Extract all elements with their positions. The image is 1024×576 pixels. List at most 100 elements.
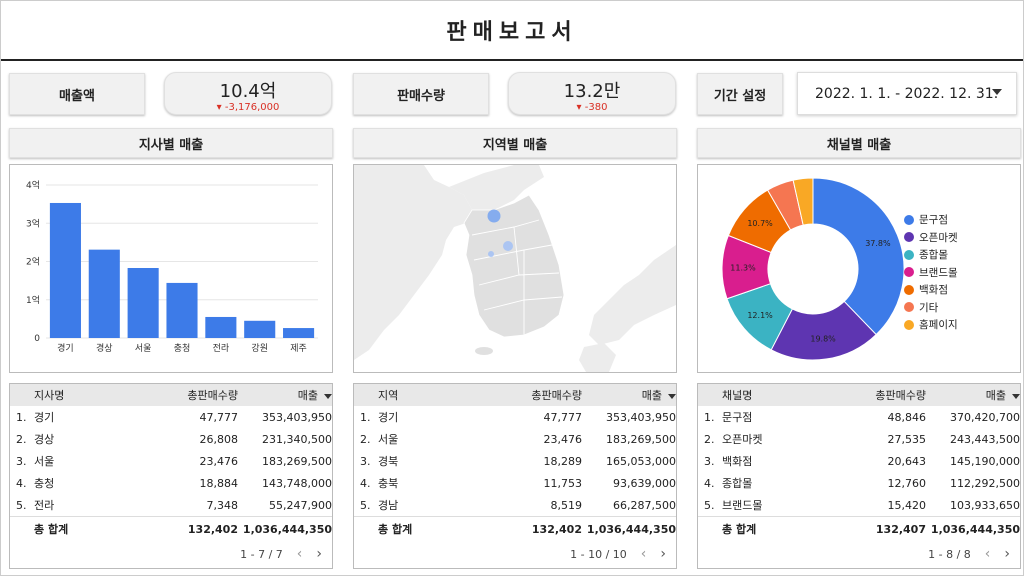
bar-전라[interactable] <box>205 316 237 338</box>
row-name: 경남 <box>378 499 399 512</box>
row-sales: 66,287,500 <box>613 498 676 512</box>
table-row[interactable]: 1. 경기 47,777 353,403,950 <box>10 406 332 428</box>
table-total-row: 총 합계 132,407 1,036,444,350 <box>698 516 1020 541</box>
legend-item[interactable]: 백화점 <box>904 281 958 299</box>
table-row[interactable]: 5. 브랜드몰 15,420 103,933,650 <box>698 494 1020 516</box>
row-sales: 55,247,900 <box>269 498 332 512</box>
header-name[interactable]: 채널명 <box>722 389 753 402</box>
branch-bar-chart-panel: 0 1억 2억 3억 4억 경기 경상 서울 충청 전라 강원 제주 <box>9 164 333 373</box>
table-row[interactable]: 5. 전라 7,348 55,247,900 <box>10 494 332 516</box>
row-sales: 93,639,000 <box>613 476 676 490</box>
table-row[interactable]: 5. 경남 8,519 66,287,500 <box>354 494 676 516</box>
prev-page-icon[interactable]: ‹ <box>640 546 647 562</box>
row-sales: 165,053,000 <box>606 454 676 468</box>
pager-range: 1 - 10 / 10 <box>570 547 627 561</box>
header-sales[interactable]: 매출 <box>582 387 676 403</box>
row-name: 브랜드몰 <box>722 499 763 512</box>
bar-제주[interactable] <box>283 328 315 338</box>
table-row[interactable]: 2. 오픈마켓 27,535 243,443,500 <box>698 428 1020 450</box>
table-body: 1. 경기 47,777 353,403,950 2. 경상 26,808 231,340,5… <box>10 406 332 516</box>
header-name[interactable]: 지역 <box>378 389 399 402</box>
total-sales: 1,036,444,350 <box>242 522 332 536</box>
legend-label: 문구점 <box>919 214 948 227</box>
legend-label: 브랜드몰 <box>919 266 958 279</box>
slice-data-label: 12.1% <box>747 311 773 320</box>
table-row[interactable]: 1. 경기 47,777 353,403,950 <box>354 406 676 428</box>
row-quantity: 18,884 <box>199 476 239 490</box>
sales-scorecard: 10.4억 ▾ -3,176,000 <box>164 72 332 115</box>
y-tick-label: 4억 <box>26 179 40 191</box>
dropdown-arrow-icon <box>992 89 1002 95</box>
legend-item[interactable]: 오픈마켓 <box>904 229 958 247</box>
total-sales: 1,036,444,350 <box>930 522 1020 536</box>
table-row[interactable]: 3. 백화점 20,643 145,190,000 <box>698 450 1020 472</box>
donut-slice-문구점[interactable] <box>812 177 905 336</box>
sort-desc-icon[interactable] <box>324 393 332 399</box>
header-quantity[interactable]: 총판매수량 <box>875 389 926 402</box>
qty-label-button[interactable]: 판매수량 <box>353 73 489 115</box>
table-row[interactable]: 4. 종합몰 12,760 112,292,500 <box>698 472 1020 494</box>
bar-충청[interactable] <box>166 282 198 338</box>
legend-item[interactable]: 종합몰 <box>904 246 958 264</box>
x-tick-label: 제주 <box>290 343 307 354</box>
sales-label-button[interactable]: 매출액 <box>9 73 145 115</box>
bar-서울[interactable] <box>127 268 159 338</box>
table-row[interactable]: 2. 경상 26,808 231,340,500 <box>10 428 332 450</box>
sales-value: 10.4억 <box>219 81 277 102</box>
legend-swatch <box>904 232 914 243</box>
map-bubble-gyeonggi[interactable] <box>487 209 501 223</box>
donut-slice-홈페이지[interactable] <box>792 177 814 226</box>
bar-강원[interactable] <box>244 320 276 338</box>
row-index: 3. <box>704 454 715 468</box>
map-bubble-seoul[interactable] <box>503 241 513 251</box>
region-geo-map[interactable] <box>354 165 676 372</box>
legend-item[interactable]: 기타 <box>904 299 958 317</box>
legend-label: 오픈마켓 <box>919 231 958 244</box>
row-quantity: 23,476 <box>543 432 583 446</box>
row-name: 충청 <box>34 477 55 490</box>
date-range-picker[interactable]: 2022. 1. 1. - 2022. 12. 31. <box>797 72 1017 115</box>
table-row[interactable]: 3. 서울 23,476 183,269,500 <box>10 450 332 472</box>
legend-swatch <box>904 284 914 295</box>
row-index: 5. <box>16 498 27 512</box>
table-row[interactable]: 4. 충청 18,884 143,748,000 <box>10 472 332 494</box>
bar-경기[interactable] <box>49 202 81 338</box>
next-page-icon[interactable]: › <box>1004 546 1010 562</box>
table-row[interactable]: 2. 서울 23,476 183,269,500 <box>354 428 676 450</box>
sort-desc-icon[interactable] <box>1012 393 1020 399</box>
legend-item[interactable]: 브랜드몰 <box>904 264 958 282</box>
header-sales[interactable]: 매출 <box>238 387 332 403</box>
table-row[interactable]: 4. 충북 11,753 93,639,000 <box>354 472 676 494</box>
row-sales: 231,340,500 <box>262 432 332 446</box>
row-name: 전라 <box>34 499 55 512</box>
header-name[interactable]: 지사명 <box>34 389 65 402</box>
slice-data-label: 11.3% <box>730 263 756 272</box>
map-bubble-small[interactable] <box>488 251 494 257</box>
table-row[interactable]: 1. 문구점 48,846 370,420,700 <box>698 406 1020 428</box>
sort-desc-icon[interactable] <box>668 393 676 399</box>
next-page-icon[interactable]: › <box>660 546 666 562</box>
legend-item[interactable]: 홈페이지 <box>904 316 958 334</box>
channel-donut-chart: 37.8% 19.8% 12.1% 11.3% 10.7% <box>721 177 905 361</box>
pager-range: 1 - 8 / 8 <box>928 547 971 561</box>
row-index: 2. <box>360 432 371 446</box>
bar-경상[interactable] <box>88 249 120 338</box>
table-row[interactable]: 3. 경북 18,289 165,053,000 <box>354 450 676 472</box>
channel-donut-chart-panel: 37.8% 19.8% 12.1% 11.3% 10.7% <box>697 164 1021 373</box>
prev-page-icon[interactable]: ‹ <box>296 546 303 562</box>
header-quantity[interactable]: 총판매수량 <box>531 389 582 402</box>
header-quantity[interactable]: 총판매수량 <box>187 389 238 402</box>
row-sales: 145,190,000 <box>950 454 1020 468</box>
legend-item[interactable]: 문구점 <box>904 211 958 229</box>
prev-page-icon[interactable]: ‹ <box>984 546 991 562</box>
row-sales: 183,269,500 <box>262 454 332 468</box>
next-page-icon[interactable]: › <box>316 546 322 562</box>
row-name: 문구점 <box>722 411 753 424</box>
header-sales[interactable]: 매출 <box>926 387 1020 403</box>
row-index: 1. <box>360 410 371 424</box>
table-pager: 1 - 8 / 8 ‹ › <box>928 546 1010 562</box>
row-index: 1. <box>16 410 27 424</box>
y-tick-label: 1억 <box>26 294 40 306</box>
period-label-button[interactable]: 기간 설정 <box>697 73 783 115</box>
x-tick-label: 전라 <box>213 343 230 354</box>
